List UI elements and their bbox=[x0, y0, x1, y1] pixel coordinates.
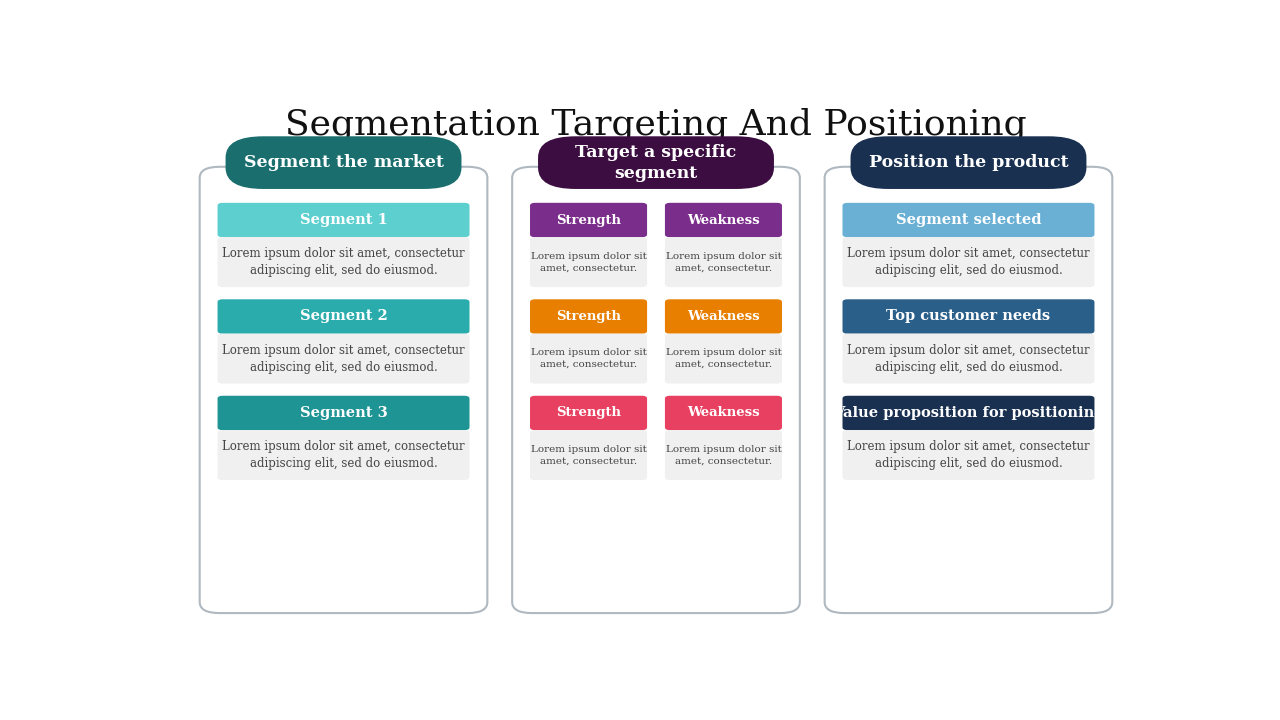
FancyBboxPatch shape bbox=[664, 300, 782, 333]
FancyBboxPatch shape bbox=[512, 167, 800, 613]
Text: Lorem ipsum dolor sit amet, consectetur
adipiscing elit, sed do eiusmod.: Lorem ipsum dolor sit amet, consectetur … bbox=[847, 247, 1089, 277]
Text: Lorem ipsum dolor sit amet, consectetur
adipiscing elit, sed do eiusmod.: Lorem ipsum dolor sit amet, consectetur … bbox=[223, 440, 465, 470]
Text: Weakness: Weakness bbox=[687, 214, 760, 227]
Text: Lorem ipsum dolor sit amet, consectetur
adipiscing elit, sed do eiusmod.: Lorem ipsum dolor sit amet, consectetur … bbox=[847, 440, 1089, 470]
FancyBboxPatch shape bbox=[218, 237, 470, 287]
FancyBboxPatch shape bbox=[824, 167, 1112, 613]
FancyBboxPatch shape bbox=[218, 300, 470, 333]
FancyBboxPatch shape bbox=[538, 136, 774, 189]
FancyBboxPatch shape bbox=[218, 333, 470, 384]
Text: Lorem ipsum dolor sit
amet, consectetur.: Lorem ipsum dolor sit amet, consectetur. bbox=[531, 348, 646, 369]
FancyBboxPatch shape bbox=[530, 300, 648, 333]
Text: Segment 1: Segment 1 bbox=[300, 213, 388, 227]
Text: Weakness: Weakness bbox=[687, 407, 760, 420]
FancyBboxPatch shape bbox=[218, 430, 470, 480]
Text: Lorem ipsum dolor sit
amet, consectetur.: Lorem ipsum dolor sit amet, consectetur. bbox=[531, 252, 646, 273]
Text: Strength: Strength bbox=[556, 407, 621, 420]
FancyBboxPatch shape bbox=[664, 396, 782, 430]
Text: Segmentation Targeting And Positioning: Segmentation Targeting And Positioning bbox=[285, 108, 1027, 143]
FancyBboxPatch shape bbox=[664, 333, 782, 384]
Text: Segment 2: Segment 2 bbox=[300, 310, 388, 323]
FancyBboxPatch shape bbox=[664, 430, 782, 480]
Text: Lorem ipsum dolor sit amet, consectetur
adipiscing elit, sed do eiusmod.: Lorem ipsum dolor sit amet, consectetur … bbox=[847, 343, 1089, 374]
FancyBboxPatch shape bbox=[530, 333, 648, 384]
FancyBboxPatch shape bbox=[225, 136, 462, 189]
FancyBboxPatch shape bbox=[530, 237, 648, 287]
Text: Target a specific
segment: Target a specific segment bbox=[576, 144, 736, 181]
FancyBboxPatch shape bbox=[664, 237, 782, 287]
FancyBboxPatch shape bbox=[850, 136, 1087, 189]
Text: Strength: Strength bbox=[556, 214, 621, 227]
FancyBboxPatch shape bbox=[530, 203, 648, 237]
Text: Position the product: Position the product bbox=[869, 154, 1069, 171]
Text: Lorem ipsum dolor sit amet, consectetur
adipiscing elit, sed do eiusmod.: Lorem ipsum dolor sit amet, consectetur … bbox=[223, 343, 465, 374]
Text: Lorem ipsum dolor sit
amet, consectetur.: Lorem ipsum dolor sit amet, consectetur. bbox=[531, 445, 646, 465]
FancyBboxPatch shape bbox=[664, 203, 782, 237]
Text: Lorem ipsum dolor sit
amet, consectetur.: Lorem ipsum dolor sit amet, consectetur. bbox=[666, 445, 781, 465]
Text: Segment selected: Segment selected bbox=[896, 213, 1041, 227]
FancyBboxPatch shape bbox=[530, 396, 648, 430]
FancyBboxPatch shape bbox=[842, 430, 1094, 480]
FancyBboxPatch shape bbox=[842, 203, 1094, 237]
FancyBboxPatch shape bbox=[842, 396, 1094, 430]
Text: Weakness: Weakness bbox=[687, 310, 760, 323]
FancyBboxPatch shape bbox=[842, 237, 1094, 287]
FancyBboxPatch shape bbox=[842, 300, 1094, 333]
Text: Value proposition for positioning: Value proposition for positioning bbox=[833, 406, 1105, 420]
Text: Lorem ipsum dolor sit
amet, consectetur.: Lorem ipsum dolor sit amet, consectetur. bbox=[666, 348, 781, 369]
Text: Lorem ipsum dolor sit
amet, consectetur.: Lorem ipsum dolor sit amet, consectetur. bbox=[666, 252, 781, 273]
Text: Top customer needs: Top customer needs bbox=[887, 310, 1051, 323]
Text: Strength: Strength bbox=[556, 310, 621, 323]
FancyBboxPatch shape bbox=[842, 333, 1094, 384]
Text: Segment 3: Segment 3 bbox=[300, 406, 388, 420]
FancyBboxPatch shape bbox=[200, 167, 488, 613]
FancyBboxPatch shape bbox=[218, 203, 470, 237]
FancyBboxPatch shape bbox=[218, 396, 470, 430]
Text: Lorem ipsum dolor sit amet, consectetur
adipiscing elit, sed do eiusmod.: Lorem ipsum dolor sit amet, consectetur … bbox=[223, 247, 465, 277]
Text: Segment the market: Segment the market bbox=[243, 154, 444, 171]
FancyBboxPatch shape bbox=[530, 430, 648, 480]
